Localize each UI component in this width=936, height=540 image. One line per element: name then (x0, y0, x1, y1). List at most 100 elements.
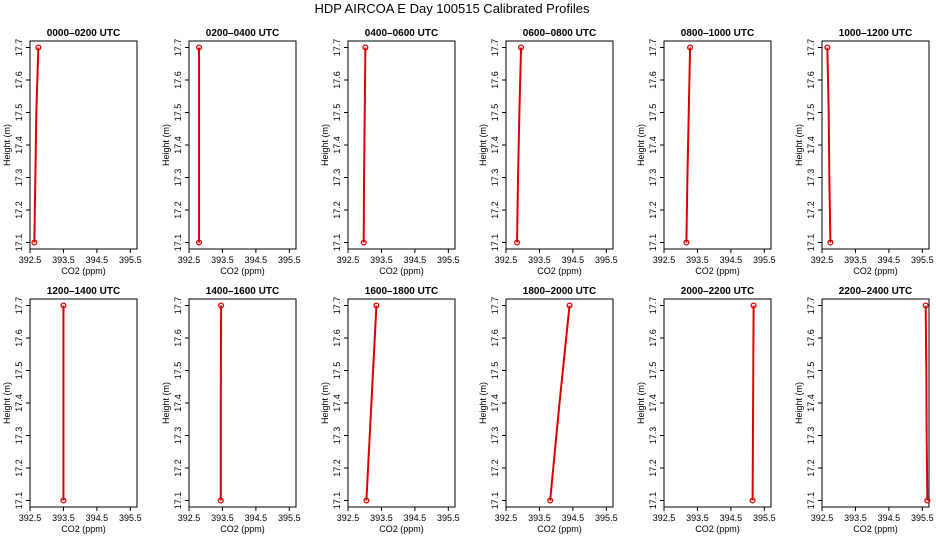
x-tick-label: 395.5 (595, 513, 618, 523)
y-tick-label: 17.3 (648, 169, 658, 187)
x-tick-label: 393.5 (686, 255, 709, 265)
panel-title: 0000–0200 UTC (47, 28, 120, 39)
profile-marker (217, 497, 224, 504)
x-tick-label: 394.5 (720, 513, 743, 523)
y-tick-label: 17.3 (648, 427, 658, 445)
x-tick-label: 392.5 (178, 513, 201, 523)
y-tick-label: 17.7 (173, 39, 183, 57)
profile-line (826, 47, 832, 243)
x-tick-label: 395.5 (753, 255, 776, 265)
y-tick-label: 17.6 (648, 329, 658, 347)
y-tick-label: 17.6 (806, 71, 816, 89)
x-tick-label: 395.5 (278, 513, 301, 523)
profile-marker (683, 239, 690, 246)
y-tick-label: 17.2 (14, 201, 24, 219)
x-tick-label: 395.5 (753, 513, 776, 523)
y-tick-label: 17.4 (14, 394, 24, 412)
x-tick-label: 395.5 (911, 513, 934, 523)
y-tick-label: 17.1 (173, 492, 183, 510)
x-tick-label: 392.5 (178, 255, 201, 265)
y-tick-label: 17.2 (648, 459, 658, 477)
panel-title: 1800–2000 UTC (523, 286, 596, 297)
panel-title: 2200–2400 UTC (839, 286, 912, 297)
y-tick-label: 17.4 (173, 394, 183, 412)
y-tick-label: 17.1 (14, 234, 24, 252)
profile-panel: 0600–0800 UTC 392.5 393.5 394.5 395.5 CO2 (pp… (478, 28, 618, 276)
x-tick-label: 393.5 (52, 255, 75, 265)
y-axis-label: Height (m) (794, 382, 804, 424)
x-axis-label: CO2 (ppm) (695, 266, 740, 276)
profile-line (362, 47, 367, 243)
y-tick-label: 17.6 (173, 71, 183, 89)
profile-marker (373, 302, 380, 309)
y-tick-label: 17.6 (14, 329, 24, 347)
y-tick-label: 17.1 (490, 492, 500, 510)
x-tick-label: 392.5 (495, 513, 518, 523)
x-tick-label: 393.5 (52, 513, 75, 523)
y-tick-label: 17.4 (806, 136, 816, 154)
x-tick-label: 394.5 (404, 513, 427, 523)
x-tick-label: 393.5 (211, 255, 234, 265)
plot-frame (188, 40, 297, 250)
y-tick-label: 17.7 (332, 297, 342, 315)
y-tick-label: 17.3 (806, 169, 816, 187)
plot-frame (821, 40, 930, 250)
x-tick-label: 392.5 (19, 255, 42, 265)
y-tick-label: 17.7 (173, 297, 183, 315)
panel-title: 0800–1000 UTC (681, 28, 754, 39)
y-tick-label: 17.2 (332, 459, 342, 477)
plot-frame (188, 298, 297, 508)
x-tick-label: 393.5 (844, 513, 867, 523)
x-tick-label: 392.5 (653, 255, 676, 265)
profile-panel: 2200–2400 UTC 392.5 393.5 394.5 395.5 CO2 (pp… (794, 286, 934, 534)
x-axis-label: CO2 (ppm) (853, 266, 898, 276)
y-tick-label: 17.5 (14, 104, 24, 122)
profile-line (751, 305, 755, 501)
x-axis-label: CO2 (ppm) (379, 266, 424, 276)
y-tick-label: 17.1 (648, 492, 658, 510)
x-tick-label: 394.5 (878, 255, 901, 265)
profile-panel: 1200–1400 UTC 392.5 393.5 394.5 395.5 CO2 (pp… (2, 286, 142, 534)
profile-panel: 1600–1800 UTC 392.5 393.5 394.5 395.5 CO2 (pp… (320, 286, 460, 534)
x-tick-label: 395.5 (437, 255, 460, 265)
y-tick-label: 17.5 (14, 362, 24, 380)
y-tick-label: 17.6 (173, 329, 183, 347)
y-tick-label: 17.2 (806, 459, 816, 477)
y-tick-label: 17.5 (173, 362, 183, 380)
x-tick-label: 392.5 (811, 255, 834, 265)
x-tick-label: 394.5 (562, 255, 585, 265)
x-axis-label: CO2 (ppm) (537, 524, 582, 534)
panel-title: 1000–1200 UTC (839, 28, 912, 39)
profile-marker (195, 239, 203, 246)
x-tick-label: 394.5 (86, 513, 109, 523)
y-tick-label: 17.7 (806, 39, 816, 57)
plot-frame (347, 298, 456, 508)
profile-marker (35, 44, 42, 51)
y-tick-label: 17.4 (14, 136, 24, 154)
y-tick-label: 17.6 (332, 71, 342, 89)
x-tick-label: 393.5 (370, 513, 393, 523)
y-tick-label: 17.4 (490, 136, 500, 154)
profile-panel: 0800–1000 UTC 392.5 393.5 394.5 395.5 CO2 (pp… (636, 28, 776, 276)
y-tick-label: 17.7 (14, 39, 24, 57)
x-tick-label: 394.5 (878, 513, 901, 523)
y-axis-label: Height (m) (320, 382, 330, 424)
x-tick-label: 393.5 (844, 255, 867, 265)
y-tick-label: 17.4 (332, 136, 342, 154)
y-axis-label: Height (m) (161, 382, 171, 424)
x-axis-label: CO2 (ppm) (61, 524, 106, 534)
y-axis-label: Height (m) (2, 124, 12, 166)
y-tick-label: 17.4 (332, 394, 342, 412)
profile-panel: 0400–0600 UTC 392.5 393.5 394.5 395.5 CO2 (pp… (320, 28, 460, 276)
y-tick-label: 17.4 (173, 136, 183, 154)
x-axis-label: CO2 (ppm) (220, 266, 265, 276)
profile-marker (360, 239, 367, 246)
y-tick-label: 17.6 (332, 329, 342, 347)
y-axis-label: Height (m) (636, 382, 646, 424)
x-tick-label: 394.5 (245, 513, 268, 523)
y-tick-label: 17.5 (490, 104, 500, 122)
panels-grid: 0000–0200 UTC 392.5 393.5 394.5 395.5 CO2 (pp… (2, 28, 934, 534)
profile-marker (924, 497, 931, 504)
y-tick-label: 17.7 (14, 297, 24, 315)
